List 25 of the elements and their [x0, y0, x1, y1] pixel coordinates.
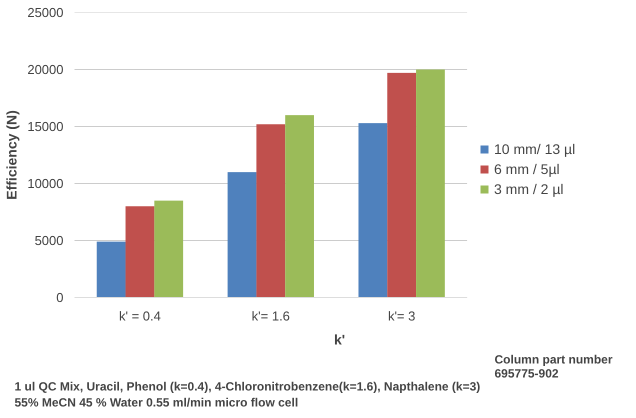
y-tick-label: 25000 [27, 5, 64, 20]
x-tick-label: k' = 0.4 [119, 308, 161, 324]
bar [285, 115, 314, 298]
y-tick-label: 0 [56, 290, 64, 305]
y-tick-label: 5000 [34, 233, 64, 248]
y-axis-title: Efficiency (N) [3, 110, 20, 200]
legend-label: 10 mm/ 13 µl [494, 141, 576, 157]
text: 1 ul QC Mix, Uracil, Phenol (k=0.4), 4-Chloronitrobenzene(k=1.6), Napthalene (k=3) 55% MeCN 45 % Water 0.55 ml/min micro flow cell [14, 380, 480, 410]
x-tick-label: k'= 3 [388, 308, 416, 324]
bar [228, 172, 256, 298]
bar [387, 72, 416, 298]
x-axis-title: k' [334, 332, 346, 348]
bar [256, 124, 286, 298]
y-tick-label: 10000 [27, 176, 64, 191]
legend-label: 6 mm / 5µl [494, 161, 560, 177]
legend-label: 3 mm / 2 µl [494, 181, 564, 197]
bar [126, 206, 154, 298]
bar [96, 242, 126, 298]
bar [416, 70, 445, 298]
bar [358, 123, 388, 298]
bar [154, 200, 184, 298]
x-tick-label: k'= 1.6 [252, 308, 290, 324]
y-tick-label: 15000 [27, 119, 64, 134]
y-tick-label: 20000 [27, 62, 64, 77]
text: Column part number 695775-902 [494, 352, 613, 380]
